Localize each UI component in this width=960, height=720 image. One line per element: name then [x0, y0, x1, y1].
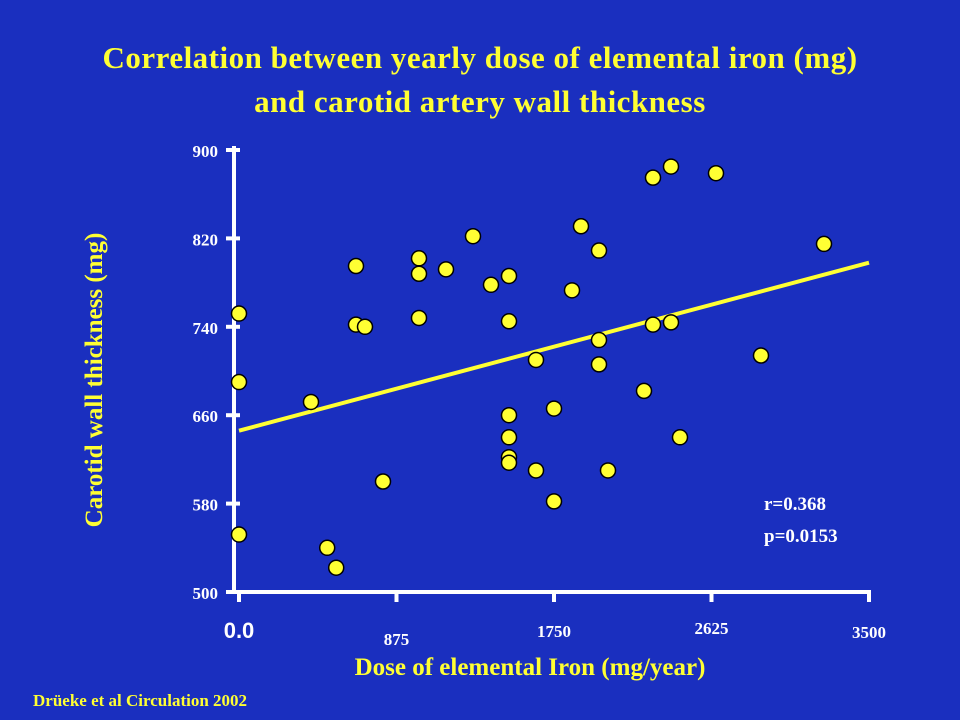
- y-tick-label: 900: [193, 142, 219, 161]
- data-point: [410, 309, 428, 327]
- data-point: [527, 462, 545, 479]
- x-axis-label: Dose of elemental Iron (mg/year): [354, 654, 706, 681]
- data-point: [230, 373, 248, 391]
- x-tick-label: 2625: [695, 619, 729, 638]
- citation: Drüeke et al Circulation 2002: [33, 691, 248, 710]
- data-point: [347, 257, 365, 275]
- data-point: [464, 227, 482, 245]
- data-point: [356, 318, 374, 336]
- data-point: [752, 347, 770, 364]
- data-point: [410, 265, 428, 283]
- axes: 500 580 660 740 820 900 0.0 875 1750 2625 3500: [193, 142, 887, 649]
- data-point: [590, 356, 608, 373]
- data-point: [644, 316, 662, 333]
- x-tick-label: 0.0: [224, 618, 255, 643]
- data-point: [590, 331, 608, 349]
- x-tick-label: 1750: [537, 622, 571, 641]
- data-point: [599, 462, 617, 479]
- data-point: [230, 305, 248, 322]
- data-point: [644, 169, 662, 186]
- chart-title-line-1: Correlation between yearly dose of eleme…: [102, 40, 858, 75]
- correlation-r: r=0.368: [764, 494, 827, 515]
- x-tick-label: 3500: [852, 623, 886, 642]
- data-point: [302, 393, 320, 411]
- data-point: [437, 261, 455, 278]
- y-tick-label: 820: [193, 230, 219, 249]
- data-point: [500, 454, 518, 471]
- correlation-p: p=0.0153: [764, 526, 838, 547]
- data-point: [563, 282, 581, 299]
- regression-line: [238, 260, 870, 433]
- data-point: [662, 158, 680, 175]
- data-point: [318, 539, 336, 557]
- y-tick-label: 580: [193, 496, 219, 515]
- data-point: [527, 351, 545, 369]
- y-tick-label: 500: [193, 584, 219, 603]
- y-tick-label: 660: [193, 407, 219, 426]
- data-point: [482, 276, 500, 294]
- chart-title: Correlation between yearly dose of eleme…: [0, 36, 960, 124]
- data-point: [410, 250, 428, 267]
- data-point: [327, 559, 345, 576]
- x-tick-label: 875: [384, 630, 410, 649]
- data-point: [500, 406, 518, 424]
- data-point: [500, 429, 518, 446]
- data-point: [590, 242, 608, 259]
- data-point: [671, 429, 689, 446]
- data-point: [635, 382, 653, 400]
- y-tick-label: 740: [193, 319, 219, 338]
- data-point: [545, 493, 563, 510]
- regression-line-group: [238, 260, 870, 433]
- data-points: [230, 158, 833, 576]
- data-point: [662, 314, 680, 331]
- data-point: [374, 473, 392, 490]
- y-axis-label: Carotid wall thickness (mg): [81, 232, 108, 528]
- data-point: [500, 313, 518, 330]
- data-point: [815, 235, 833, 253]
- data-point: [500, 267, 518, 285]
- data-point: [707, 164, 725, 182]
- data-point: [572, 217, 590, 235]
- data-point: [230, 526, 248, 543]
- data-point: [545, 400, 563, 417]
- chart-title-line-2: and carotid artery wall thickness: [254, 84, 706, 119]
